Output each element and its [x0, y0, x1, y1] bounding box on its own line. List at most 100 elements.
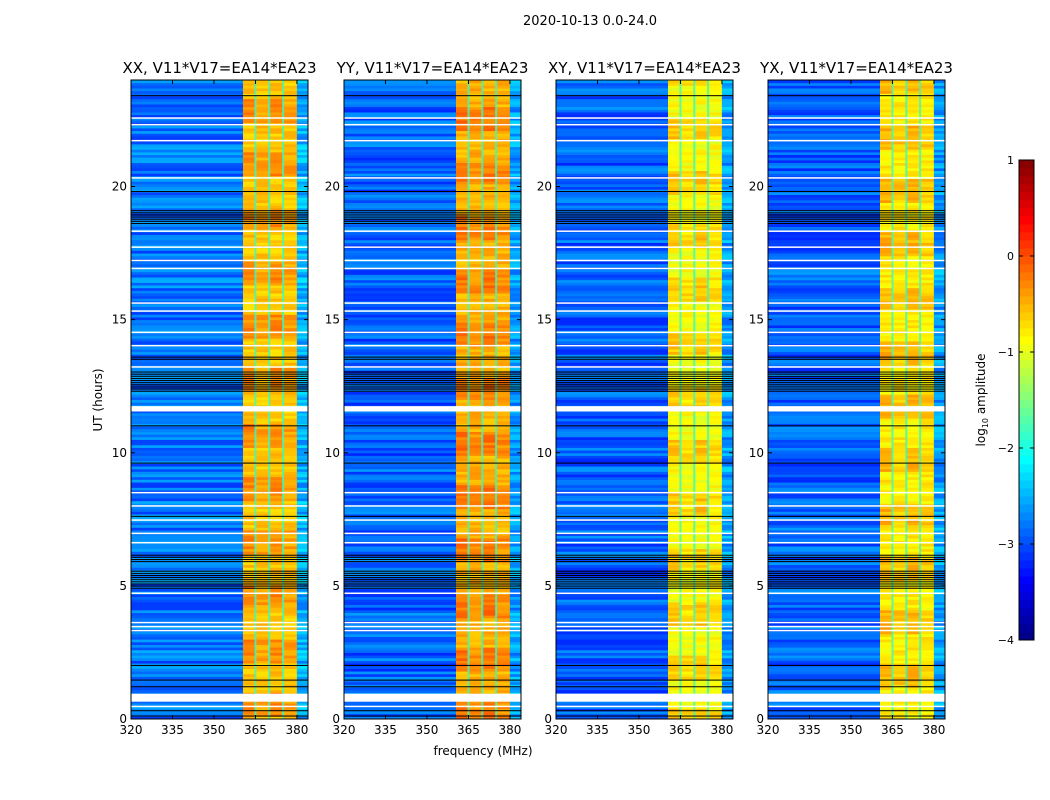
band-cell	[496, 290, 510, 294]
flagged-row-black	[344, 515, 521, 517]
band-cell	[694, 106, 709, 110]
flagged-row-black	[344, 579, 521, 581]
band-cell	[708, 223, 722, 227]
band-cell	[668, 303, 681, 307]
band-cell	[255, 311, 270, 315]
band-cell	[668, 623, 681, 627]
band-cell	[708, 82, 722, 86]
background-row	[721, 521, 733, 526]
band-cell	[255, 255, 270, 259]
background-row	[556, 537, 669, 542]
band-cell	[269, 415, 284, 419]
band-cell	[694, 412, 709, 416]
band-cell	[468, 269, 483, 273]
background-row	[296, 426, 308, 430]
background-row	[509, 159, 521, 164]
background-row	[131, 705, 244, 709]
band-cell	[255, 668, 270, 672]
background-row	[131, 559, 244, 563]
background-row	[721, 87, 733, 92]
background-row	[556, 80, 669, 84]
band-cell	[456, 665, 469, 669]
band-cell	[283, 154, 297, 158]
band-cell	[283, 410, 297, 414]
background-row	[721, 173, 733, 177]
background-row	[768, 647, 881, 651]
band-cell	[456, 311, 469, 315]
background-row	[556, 596, 669, 600]
background-row	[131, 431, 244, 435]
band-cell	[269, 80, 284, 84]
band-cell	[906, 633, 921, 637]
background-row	[344, 199, 457, 203]
band-cell	[496, 269, 510, 273]
background-row	[556, 567, 669, 571]
band-cell	[668, 127, 681, 132]
band-cell	[243, 418, 256, 422]
background-row	[296, 93, 308, 97]
band-cell	[269, 596, 284, 600]
band-cell	[243, 466, 256, 470]
background-row	[509, 127, 521, 132]
y-tick-label: 0	[119, 712, 127, 726]
background-row	[344, 513, 457, 518]
band-cell	[482, 551, 497, 555]
band-cell	[496, 247, 510, 251]
band-cell	[708, 676, 722, 680]
background-row	[509, 324, 521, 329]
band-cell	[468, 561, 483, 566]
flagged-row-black	[556, 574, 733, 576]
band-cell	[243, 527, 256, 531]
band-cell	[708, 687, 722, 691]
band-cell	[255, 516, 270, 520]
background-row	[296, 125, 308, 129]
band-cell	[243, 151, 256, 156]
band-cell	[269, 221, 284, 225]
band-cell	[243, 231, 256, 235]
band-cell	[283, 713, 297, 717]
band-cell	[708, 186, 722, 190]
background-row	[344, 93, 457, 97]
band-cell	[496, 234, 510, 238]
band-cell	[468, 98, 483, 102]
background-row	[296, 716, 308, 720]
band-cell	[243, 442, 256, 446]
background-row	[131, 617, 244, 621]
band-cell	[680, 428, 695, 432]
band-cell	[668, 607, 681, 611]
band-cell	[668, 162, 681, 166]
band-cell	[668, 82, 681, 86]
background-row	[296, 127, 308, 132]
band-cell	[708, 665, 722, 669]
background-row	[344, 359, 457, 363]
background-row	[344, 519, 457, 523]
background-row	[296, 527, 308, 531]
band-cell	[283, 269, 297, 273]
band-cell	[269, 95, 284, 100]
background-row	[556, 529, 669, 534]
flagged-row-black	[556, 556, 733, 558]
background-row	[131, 564, 244, 568]
band-cell	[468, 146, 483, 150]
background-row	[131, 500, 244, 504]
background-row	[296, 487, 308, 491]
band-cell	[468, 529, 483, 534]
band-cell	[694, 127, 709, 132]
background-row	[768, 716, 881, 720]
background-row	[509, 564, 521, 568]
band-cell	[496, 636, 510, 640]
band-cell	[920, 705, 934, 709]
band-cell	[283, 218, 297, 222]
band-cell	[255, 239, 270, 243]
band-cell	[468, 114, 483, 118]
background-row	[509, 351, 521, 355]
background-row	[296, 119, 308, 124]
background-row	[344, 226, 457, 230]
band-cell	[920, 703, 934, 707]
band-cell	[456, 585, 469, 590]
band-cell	[482, 681, 497, 685]
band-cell	[668, 447, 681, 451]
band-cell	[243, 135, 256, 140]
band-cell	[255, 617, 270, 621]
background-row	[721, 681, 733, 685]
